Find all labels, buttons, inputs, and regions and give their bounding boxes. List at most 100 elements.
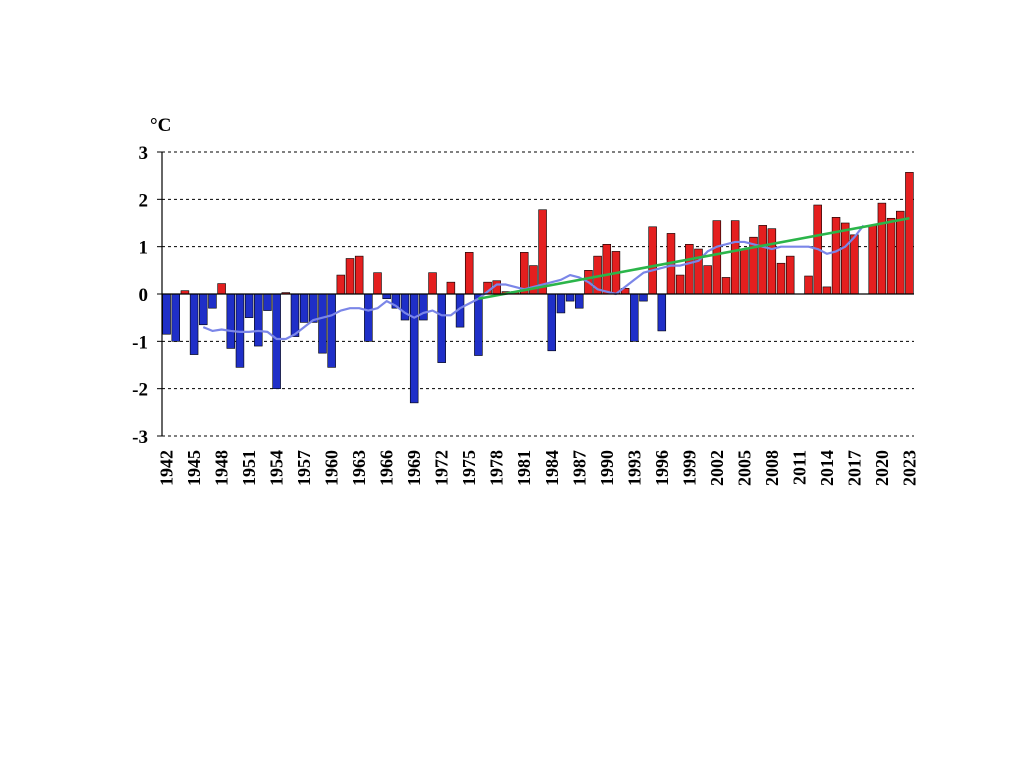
x-tick-label: 1993 bbox=[624, 450, 644, 486]
y-tick-label: 2 bbox=[139, 190, 149, 211]
x-tick-label: 1951 bbox=[239, 450, 259, 486]
x-tick-label: 1984 bbox=[542, 450, 562, 486]
bar-2007 bbox=[758, 225, 767, 295]
bar-2016 bbox=[840, 222, 850, 295]
bar-1953 bbox=[263, 293, 272, 311]
bar-1998 bbox=[675, 274, 685, 295]
bar-2015 bbox=[831, 217, 841, 295]
y-tick-labels: 3 2 1 0 -1 -2 -3 bbox=[132, 143, 148, 448]
bar-1969 bbox=[409, 293, 419, 404]
x-tick-label: 1996 bbox=[652, 450, 672, 486]
bar-1975 bbox=[464, 252, 474, 295]
x-tick-label: 2002 bbox=[707, 450, 727, 486]
x-tick-label: 1948 bbox=[212, 450, 232, 486]
bar-1994 bbox=[639, 293, 648, 302]
bar-1954 bbox=[272, 293, 281, 389]
bar-1965 bbox=[373, 272, 382, 295]
x-tick-label: 2011 bbox=[789, 450, 809, 485]
bar-1964 bbox=[364, 293, 373, 342]
x-tick-label: 1978 bbox=[487, 450, 507, 486]
bar-1971 bbox=[428, 272, 437, 295]
line-series bbox=[202, 216, 910, 341]
bar-2003 bbox=[721, 277, 731, 295]
bar-1972 bbox=[437, 293, 446, 363]
bar-2021 bbox=[886, 217, 896, 295]
axes bbox=[157, 151, 914, 437]
bar-1948 bbox=[217, 283, 226, 295]
y-tick-label: -3 bbox=[132, 427, 148, 448]
bar-1949 bbox=[226, 293, 236, 349]
x-tick-label: 2020 bbox=[872, 450, 892, 486]
bar-2010 bbox=[785, 255, 795, 295]
bar-2020 bbox=[877, 202, 887, 295]
bar-1985 bbox=[556, 293, 566, 314]
bar-2000 bbox=[694, 248, 703, 295]
bar-1966 bbox=[382, 293, 391, 300]
moving-average-line bbox=[202, 224, 865, 341]
bar-1984 bbox=[547, 293, 556, 352]
bar-2012 bbox=[804, 275, 813, 295]
bar-2001 bbox=[703, 265, 712, 295]
x-tick-label: 1942 bbox=[157, 450, 177, 486]
bar-2004 bbox=[730, 220, 740, 295]
bar-1973 bbox=[446, 281, 456, 295]
x-tick-label: 1954 bbox=[267, 450, 287, 486]
bar-1963 bbox=[354, 255, 364, 295]
x-tick-label: 2017 bbox=[844, 450, 864, 486]
x-tick-label: 2005 bbox=[734, 450, 754, 486]
bar-1999 bbox=[685, 244, 694, 295]
bar-1976 bbox=[474, 293, 483, 356]
bar-1990 bbox=[602, 244, 612, 295]
x-tick-label: 1960 bbox=[322, 450, 342, 486]
x-tick-label: 2014 bbox=[817, 450, 837, 486]
x-tick-label: 1966 bbox=[377, 450, 397, 486]
bar-2022 bbox=[896, 210, 905, 295]
bar-1961 bbox=[336, 274, 346, 295]
x-tick-label: 1957 bbox=[294, 450, 314, 486]
bar-1942 bbox=[162, 293, 171, 335]
x-tick-label: 2008 bbox=[762, 450, 782, 486]
x-tick-label: 1969 bbox=[404, 450, 424, 486]
bar-1968 bbox=[400, 293, 410, 321]
y-tick-label: 3 bbox=[139, 143, 149, 164]
bar-1951 bbox=[244, 293, 254, 318]
bar-2023 bbox=[905, 172, 914, 295]
bar-2008 bbox=[767, 228, 777, 295]
x-tick-label: 1972 bbox=[432, 450, 452, 486]
bar-2019 bbox=[868, 225, 877, 295]
x-tick-label: 1987 bbox=[569, 450, 589, 486]
bar-2002 bbox=[712, 220, 722, 295]
y-tick-label: 1 bbox=[139, 238, 149, 259]
bar-1993 bbox=[630, 293, 639, 342]
x-tick-label: 1963 bbox=[349, 450, 369, 486]
x-tick-label: 2023 bbox=[899, 450, 919, 486]
trend-line bbox=[478, 216, 910, 301]
bar-1956 bbox=[290, 293, 300, 337]
bar-1957 bbox=[299, 293, 309, 323]
x-tick-label: 1945 bbox=[184, 450, 204, 486]
bar-1945 bbox=[189, 293, 199, 355]
bar-2014 bbox=[822, 286, 832, 295]
bar-2009 bbox=[776, 262, 786, 295]
bar-1947 bbox=[208, 293, 217, 309]
bar-1943 bbox=[171, 293, 180, 342]
bar-1962 bbox=[345, 258, 355, 295]
bar-1986 bbox=[565, 293, 575, 302]
bar-1960 bbox=[327, 293, 336, 368]
x-tick-label: 1975 bbox=[459, 450, 479, 486]
x-tick-labels: 1942 1945 1948 1951 1954 1957 1960 1963 1966 1969… bbox=[157, 450, 920, 486]
bar-1959 bbox=[318, 293, 327, 354]
bar-1958 bbox=[309, 293, 318, 323]
bar-1970 bbox=[419, 293, 428, 321]
bar-1987 bbox=[575, 293, 584, 309]
bar-1983 bbox=[538, 209, 547, 295]
bar-2017 bbox=[850, 234, 859, 295]
y-tick-label: 0 bbox=[139, 285, 149, 306]
y-tick-label: -2 bbox=[132, 380, 148, 401]
bar-1952 bbox=[254, 293, 263, 347]
x-tick-label: 1981 bbox=[514, 450, 534, 486]
bar-1996 bbox=[657, 293, 667, 332]
bar-2005 bbox=[740, 248, 749, 295]
